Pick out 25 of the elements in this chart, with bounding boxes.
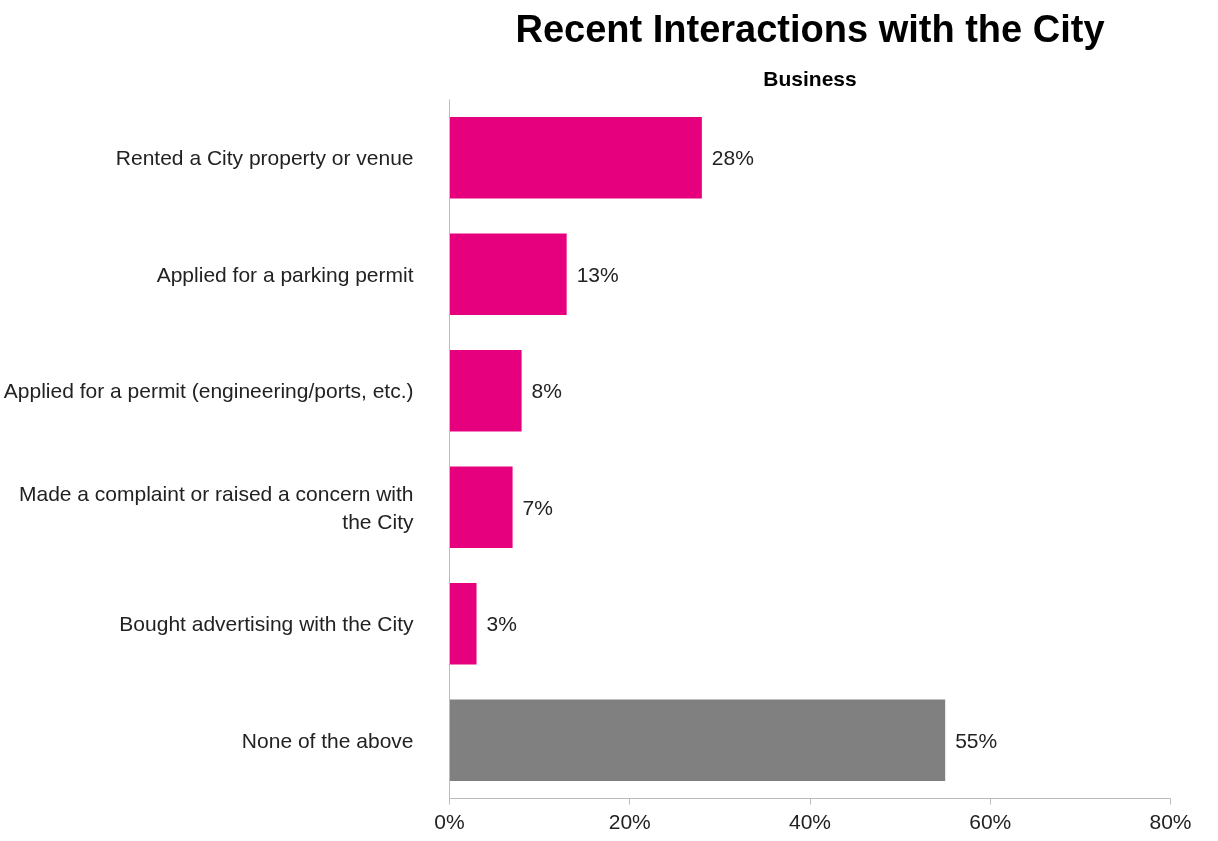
x-tick-label: 40% [788, 809, 832, 833]
y-tick-label: Applied for a permit (engineering/ports, etc.) [3, 379, 414, 403]
y-tick-label: Rented a City property or venue [115, 146, 414, 170]
x-tick-label: 0% [434, 809, 465, 833]
data-label: 13% [576, 262, 619, 286]
y-tick-label: None of the above [241, 728, 414, 752]
y-tick-label: Bought advertising with the City [119, 612, 414, 636]
bar [449, 116, 702, 199]
x-tick-label: 20% [608, 809, 651, 833]
bar [449, 699, 946, 782]
data-label: 8% [531, 379, 562, 403]
y-tick-label: Applied for a parking permit [156, 262, 414, 286]
bar [449, 582, 477, 665]
y-tick-label: Made a complaint or raised a concern with the City [18, 481, 414, 533]
x-tick-label: 60% [969, 809, 1012, 833]
bar [449, 233, 567, 316]
bar [449, 349, 522, 432]
data-label: 55% [955, 728, 998, 752]
chart-title: Recent Interactions with the City [515, 7, 1105, 50]
data-label: 3% [486, 612, 517, 636]
x-tick-label: 80% [1149, 809, 1192, 833]
chart-subtitle: Business [763, 66, 857, 90]
data-label: 7% [522, 495, 553, 519]
data-label: 28% [711, 146, 754, 170]
bar [449, 466, 513, 549]
